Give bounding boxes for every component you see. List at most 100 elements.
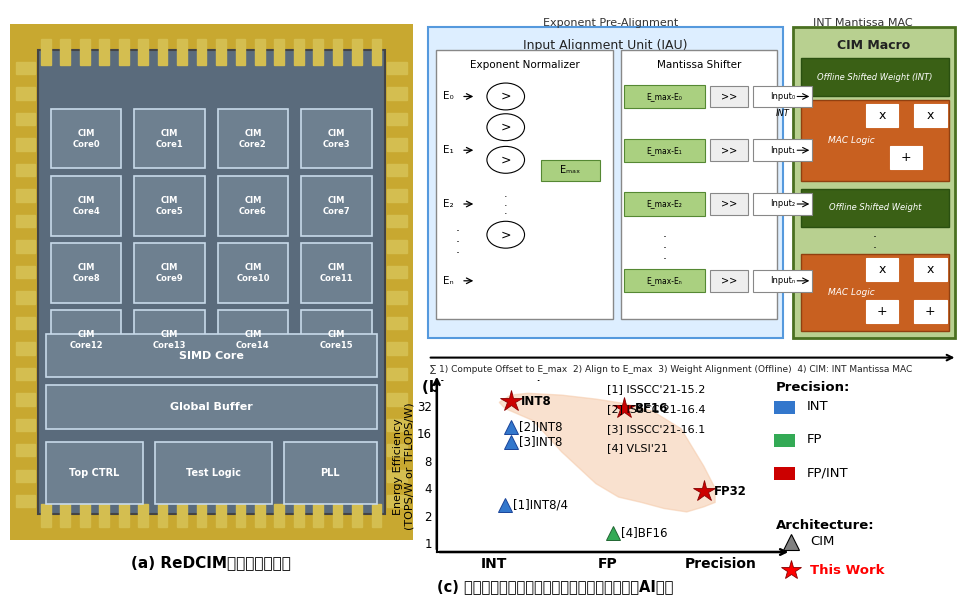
Bar (80, 40, 89, 65)
Text: >>: >> (721, 145, 737, 155)
Circle shape (487, 146, 524, 173)
FancyBboxPatch shape (51, 244, 121, 302)
Bar (15, 240, 35, 253)
Text: >: > (500, 121, 511, 134)
Text: Input Alignment Unit (IAU): Input Alignment Unit (IAU) (523, 39, 687, 52)
Text: E₂: E₂ (443, 199, 453, 209)
Text: CIM
Core14: CIM Core14 (236, 331, 270, 350)
Bar (388, 419, 407, 431)
Text: >: > (500, 90, 511, 103)
FancyBboxPatch shape (793, 28, 954, 338)
Text: FP/INT: FP/INT (806, 466, 848, 479)
Bar (138, 504, 148, 527)
Bar (216, 504, 226, 527)
Text: CIM
Core5: CIM Core5 (156, 196, 183, 215)
Text: PLL: PLL (321, 468, 340, 478)
Text: Mantissa Shifter: Mantissa Shifter (657, 60, 741, 70)
Text: x: x (878, 263, 886, 276)
Bar (138, 40, 148, 65)
Bar (388, 215, 407, 227)
FancyBboxPatch shape (155, 442, 272, 504)
FancyBboxPatch shape (540, 160, 600, 181)
Bar (197, 40, 206, 65)
FancyBboxPatch shape (301, 176, 372, 236)
Text: CIM
Core11: CIM Core11 (320, 263, 353, 283)
Text: ·
·
·: · · · (873, 230, 877, 266)
FancyBboxPatch shape (301, 310, 372, 370)
Bar (41, 40, 51, 65)
Bar (294, 40, 303, 65)
Text: Architecture:: Architecture: (776, 519, 875, 532)
Text: CIM
Core8: CIM Core8 (72, 263, 100, 283)
Bar (235, 40, 245, 65)
Bar (100, 40, 109, 65)
Text: E_max-E₀: E_max-E₀ (646, 92, 683, 101)
Text: Input₀: Input₀ (770, 92, 795, 101)
Bar (352, 40, 362, 65)
Bar (60, 504, 70, 527)
Bar (37, 50, 385, 514)
Bar (388, 291, 407, 304)
Bar (313, 40, 323, 65)
Circle shape (487, 221, 524, 248)
Bar (388, 189, 407, 202)
Bar (100, 504, 109, 527)
Bar (15, 495, 35, 508)
Text: Input₁: Input₁ (770, 146, 795, 155)
Text: E₁: E₁ (443, 145, 453, 155)
Text: Test Logic: Test Logic (185, 468, 241, 478)
Text: [4]BF16: [4]BF16 (621, 526, 667, 539)
Bar (157, 504, 167, 527)
Text: [4] VLSI'21: [4] VLSI'21 (607, 443, 668, 454)
Bar (388, 368, 407, 380)
FancyBboxPatch shape (914, 104, 947, 127)
Bar (388, 393, 407, 406)
Bar (388, 62, 407, 74)
FancyBboxPatch shape (51, 109, 121, 169)
FancyBboxPatch shape (710, 193, 748, 215)
Text: x: x (926, 263, 934, 276)
Bar (388, 317, 407, 329)
Text: x: x (878, 109, 886, 122)
Text: Global Buffer: Global Buffer (170, 403, 252, 412)
FancyBboxPatch shape (866, 104, 899, 127)
Bar (15, 470, 35, 482)
Text: (b) 可重构存算一体浮点/整数乘加流水线架构: (b) 可重构存算一体浮点/整数乘加流水线架构 (422, 379, 622, 394)
FancyBboxPatch shape (914, 258, 947, 281)
FancyBboxPatch shape (753, 270, 812, 292)
Bar (178, 40, 187, 65)
Text: CIM
Core2: CIM Core2 (239, 129, 267, 149)
Bar (388, 495, 407, 508)
Bar (15, 62, 35, 74)
Text: (a) ReDCIM芯片的显微照片: (a) ReDCIM芯片的显微照片 (132, 556, 291, 571)
FancyBboxPatch shape (218, 109, 288, 169)
FancyBboxPatch shape (624, 269, 705, 292)
Polygon shape (499, 393, 715, 512)
Text: E_max-Eₙ: E_max-Eₙ (646, 276, 683, 285)
Text: CIM
Core4: CIM Core4 (72, 196, 100, 215)
Text: CIM
Core6: CIM Core6 (239, 196, 267, 215)
FancyBboxPatch shape (284, 442, 376, 504)
Text: CIM
Core0: CIM Core0 (72, 129, 100, 149)
Bar (388, 444, 407, 457)
Bar (313, 504, 323, 527)
Text: Eₙ: Eₙ (443, 276, 453, 286)
Text: [1] ISSCC'21-15.2: [1] ISSCC'21-15.2 (607, 384, 705, 394)
FancyBboxPatch shape (428, 28, 782, 338)
FancyBboxPatch shape (51, 310, 121, 370)
FancyBboxPatch shape (134, 176, 204, 236)
FancyBboxPatch shape (802, 58, 949, 97)
FancyBboxPatch shape (866, 258, 899, 281)
Text: E₀: E₀ (443, 91, 453, 101)
Text: MAC Logic: MAC Logic (828, 136, 875, 145)
Bar (216, 40, 226, 65)
FancyBboxPatch shape (134, 310, 204, 370)
Bar (388, 164, 407, 176)
Text: >>: >> (721, 199, 737, 209)
FancyBboxPatch shape (710, 86, 748, 107)
Bar (388, 240, 407, 253)
Text: ∑ 1) Compute Offset to E_max  2) Align to E_max  3) Weight Alignment (Offline)  : ∑ 1) Compute Offset to E_max 2) Align to… (430, 365, 913, 374)
Bar (388, 138, 407, 151)
Text: [2]INT8: [2]INT8 (518, 420, 563, 433)
Text: FP32: FP32 (714, 485, 747, 498)
